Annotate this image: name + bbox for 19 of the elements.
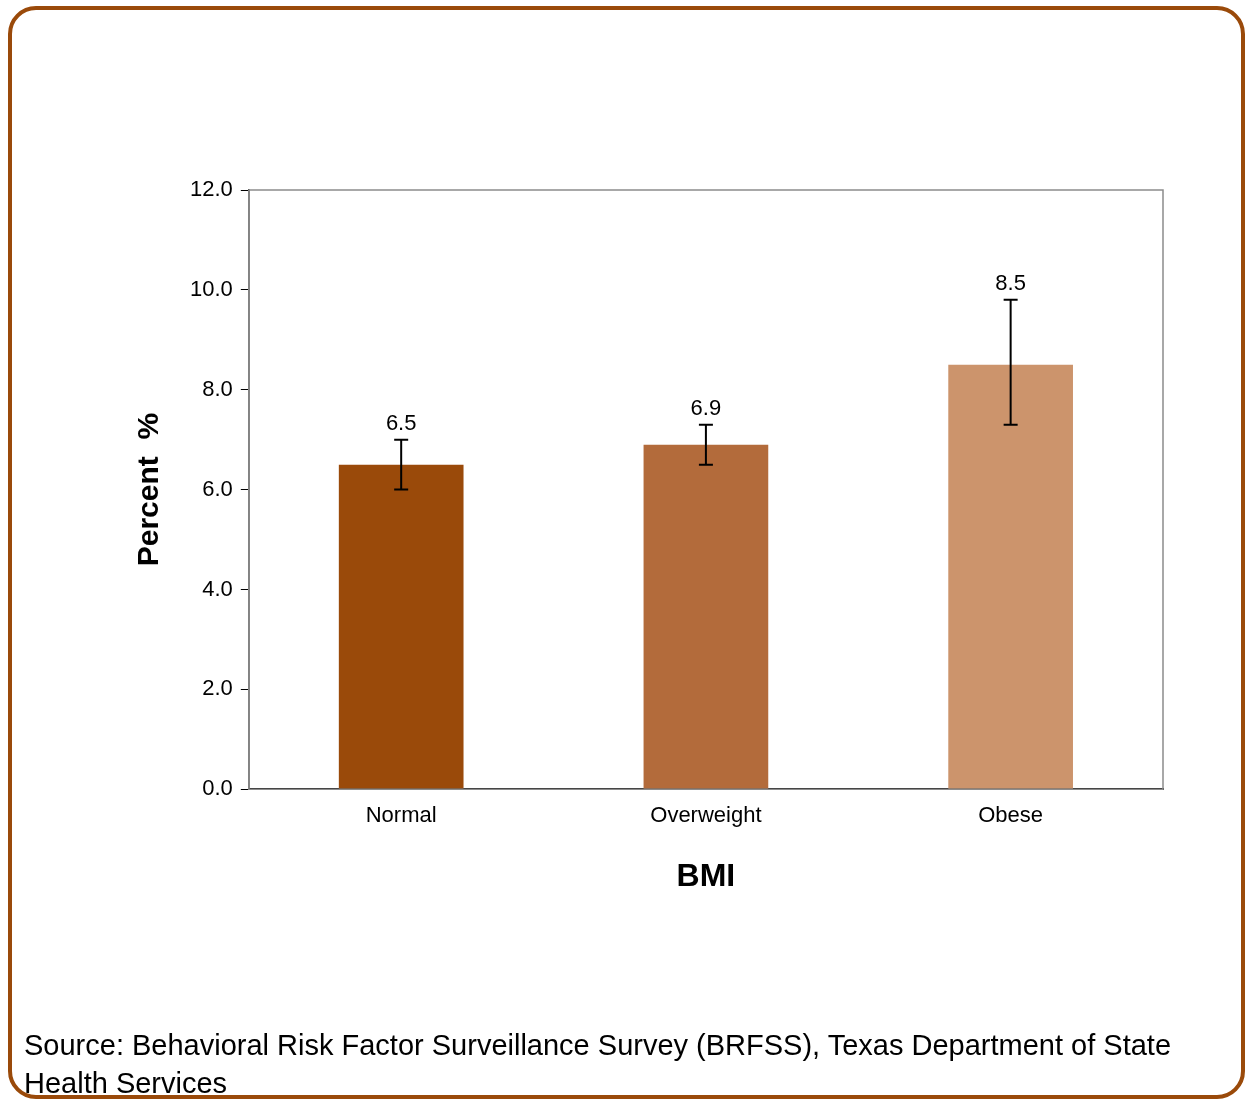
data-label: 6.9: [690, 394, 722, 420]
bar: [338, 464, 464, 789]
x-tick-label: Obese: [978, 802, 1044, 828]
bar: [948, 364, 1073, 789]
source-note: Source: Behavioral Risk Factor Surveillance Survey (BRFSS), Texas Department of State Health Services: [24, 1028, 1173, 1101]
y-tick-label: 12.0: [189, 176, 233, 202]
data-label: 6.5: [385, 409, 417, 435]
x-axis-title: BMI: [676, 856, 736, 893]
data-label: 8.5: [995, 269, 1026, 295]
x-tick-label: Overweight: [650, 802, 762, 828]
bar: [643, 444, 769, 789]
y-tick-label: 6.0: [202, 475, 233, 501]
y-tick-label: 10.0: [189, 275, 233, 301]
y-tick-label: 4.0: [202, 575, 233, 601]
y-tick-label: 2.0: [202, 675, 233, 701]
y-tick-label: 0.0: [202, 775, 233, 801]
y-axis-title: Percent %: [131, 412, 165, 567]
y-tick-label: 8.0: [202, 375, 233, 401]
x-tick-label: Normal: [365, 802, 437, 828]
